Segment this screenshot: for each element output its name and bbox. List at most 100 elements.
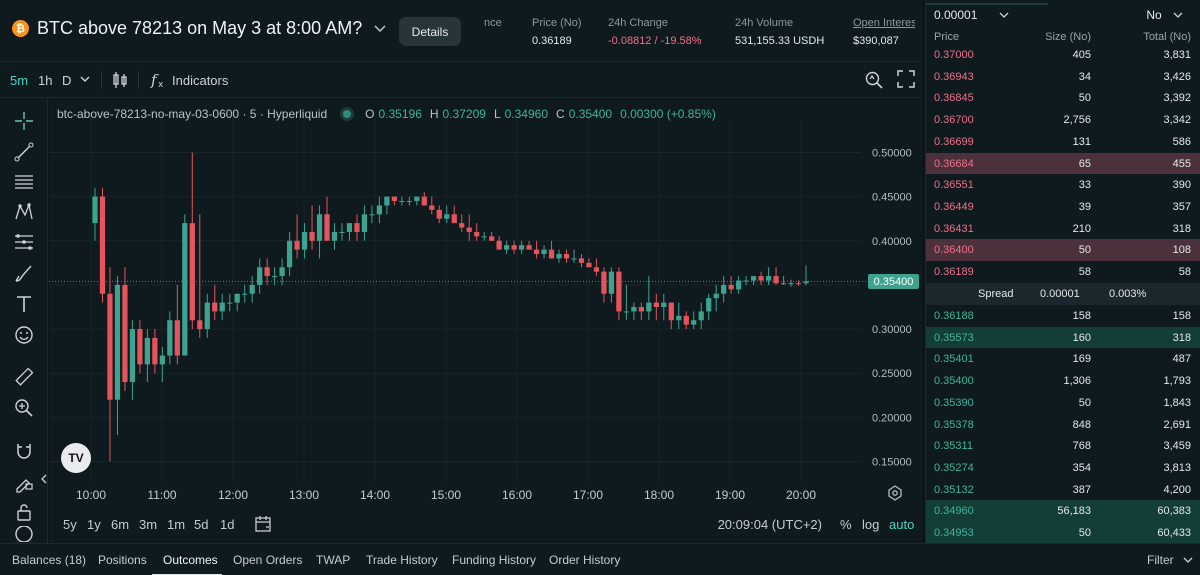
ask-row[interactable]: 0.36943 34 3,426: [926, 66, 1200, 88]
ask-row[interactable]: 0.36700 2,756 3,342: [926, 109, 1200, 131]
tab-trade-history[interactable]: Trade History: [366, 553, 438, 567]
tab-funding-history[interactable]: Funding History: [452, 553, 537, 567]
brush-icon[interactable]: [12, 261, 36, 285]
interval-dropdown-icon[interactable]: [80, 71, 90, 86]
candle: [623, 284, 629, 321]
interval-d[interactable]: D: [62, 73, 72, 88]
candle: [780, 276, 787, 285]
ask-row[interactable]: 0.36449 39 357: [926, 196, 1200, 218]
chart-settings-icon[interactable]: [887, 485, 903, 504]
time-readout[interactable]: 20:09:04 (UTC+2): [717, 517, 822, 532]
tab-order-history[interactable]: Order History: [549, 553, 621, 567]
magnet-icon[interactable]: [12, 439, 36, 463]
bottom-tabs: Balances (18) Positions Outcomes Open Or…: [0, 543, 1200, 575]
price-chart[interactable]: 0.500000.450000.400000.350000.300000.250…: [49, 98, 922, 543]
candle: [721, 276, 727, 303]
eye-icon[interactable]: [12, 526, 36, 542]
bid-row[interactable]: 0.35573 160 318: [926, 326, 1200, 349]
stat-open-interest[interactable]: Open Interes $390,087: [853, 17, 915, 47]
zoom-icon[interactable]: [12, 396, 36, 420]
lock-icon[interactable]: [12, 500, 36, 524]
ask-row[interactable]: 0.36699 131 586: [926, 131, 1200, 153]
candle: [429, 196, 435, 215]
orderbook-price: 0.36551: [934, 179, 974, 192]
range-1m[interactable]: 1m: [167, 517, 186, 532]
bid-row[interactable]: 0.35274 354 3,813: [926, 457, 1200, 479]
interval-1h[interactable]: 1h: [38, 73, 53, 88]
x-tick-label: 14:00: [360, 488, 390, 502]
orderbook-size: 39: [1078, 200, 1091, 213]
text-icon[interactable]: [12, 292, 36, 316]
range-3m[interactable]: 3m: [139, 517, 158, 532]
ask-row[interactable]: 0.36189 58 58: [926, 261, 1200, 283]
bid-row[interactable]: 0.34960 56,183 60,383: [926, 500, 1200, 522]
fib-icon[interactable]: [12, 230, 36, 254]
horizontal-lines-icon[interactable]: [12, 170, 36, 194]
bid-row[interactable]: 0.35400 1,306 1,793: [926, 370, 1200, 392]
bid-row[interactable]: 0.35390 50 1,843: [926, 392, 1200, 414]
candle: [691, 311, 697, 330]
bid-row[interactable]: 0.35378 848 2,691: [926, 414, 1200, 436]
collapse-toolbar-icon[interactable]: [40, 474, 47, 487]
candle: [653, 293, 659, 321]
trend-line-icon[interactable]: [12, 140, 36, 164]
ask-row[interactable]: 0.36845 50 3,392: [926, 87, 1200, 109]
market-selector[interactable]: ₿ BTC above 78213 on May 3 at 8:00 AM?: [12, 18, 386, 39]
ask-row[interactable]: 0.36551 33 390: [926, 174, 1200, 196]
candle-body: [646, 302, 652, 312]
tab-balances[interactable]: Balances (18): [12, 553, 87, 567]
candle: [750, 276, 757, 285]
range-1y[interactable]: 1y: [87, 517, 101, 532]
range-5y[interactable]: 5y: [63, 517, 77, 532]
tradingview-logo[interactable]: TV: [61, 443, 91, 473]
percent-toggle[interactable]: %: [840, 517, 852, 532]
tab-twap[interactable]: TWAP: [316, 553, 351, 567]
range-6m[interactable]: 6m: [111, 517, 130, 532]
bid-row[interactable]: 0.35132 387 4,200: [926, 479, 1200, 501]
ask-row[interactable]: 0.36431 210 318: [926, 218, 1200, 240]
candle-body: [803, 281, 809, 284]
candle: [504, 240, 510, 255]
bid-row[interactable]: 0.34953 50 60,433: [926, 522, 1200, 544]
interval-5m[interactable]: 5m: [10, 73, 29, 88]
calendar-icon[interactable]: [254, 515, 272, 536]
bid-row[interactable]: 0.35401 169 487: [926, 348, 1200, 370]
candlestick-chart[interactable]: 0.500000.450000.400000.350000.300000.250…: [49, 98, 922, 510]
range-5d[interactable]: 5d: [194, 517, 209, 532]
tab-outcomes[interactable]: Outcomes: [163, 553, 218, 567]
candle-body: [167, 320, 173, 356]
bid-row[interactable]: 0.35311 768 3,459: [926, 435, 1200, 457]
tab-positions[interactable]: Positions: [98, 553, 147, 567]
range-1d[interactable]: 1d: [220, 517, 235, 532]
orderbook-total: 3,392: [1163, 92, 1191, 105]
ruler-icon[interactable]: [12, 365, 36, 389]
tick-size-select[interactable]: 0.00001: [934, 8, 1009, 22]
pattern-icon[interactable]: [12, 200, 36, 224]
lock-draw-icon[interactable]: [12, 470, 36, 494]
spread-row: Spread 0.00001 0.003%: [926, 283, 1200, 305]
candle-style-icon[interactable]: [112, 70, 128, 93]
emoji-icon[interactable]: [12, 323, 36, 347]
bid-row[interactable]: 0.36188 158 158: [926, 305, 1200, 327]
candle-body: [758, 276, 764, 281]
ask-row[interactable]: 0.37000 405 3,831: [926, 44, 1200, 66]
crosshair-icon[interactable]: [12, 109, 36, 133]
indicators-button[interactable]: Indicators: [172, 73, 229, 88]
candle-body: [638, 307, 644, 312]
details-button[interactable]: Details: [399, 17, 461, 46]
auto-toggle[interactable]: auto: [889, 517, 915, 532]
orderbook-size: 405: [1072, 49, 1091, 61]
tab-open-orders[interactable]: Open Orders: [233, 553, 303, 567]
candle-body: [743, 280, 749, 282]
outcome-side-select[interactable]: No: [1146, 8, 1183, 22]
candle-body: [526, 245, 532, 250]
filter-button[interactable]: Filter: [1147, 553, 1193, 567]
ask-row[interactable]: 0.36684 65 455: [926, 152, 1200, 175]
log-toggle[interactable]: log: [862, 517, 880, 532]
candle-body: [489, 236, 495, 241]
snapshot-zoom-icon[interactable]: [864, 70, 884, 93]
tab-underline: [926, 3, 1048, 5]
ask-row[interactable]: 0.36400 50 108: [926, 239, 1200, 261]
fullscreen-icon[interactable]: [897, 70, 915, 91]
